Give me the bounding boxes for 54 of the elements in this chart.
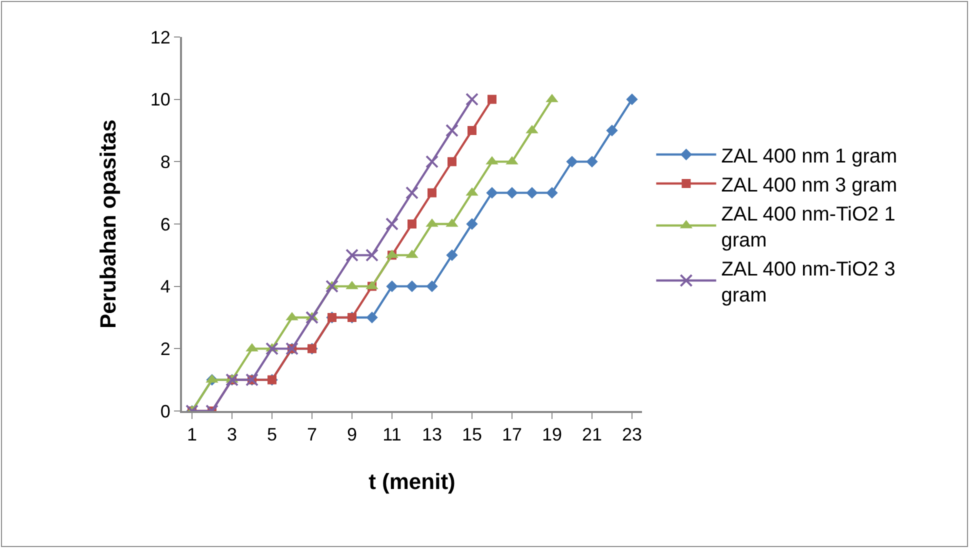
y-tick-label: 0: [160, 401, 170, 422]
x-tick-label: 19: [542, 424, 562, 445]
x-tick-label: 13: [422, 424, 442, 445]
x-tick-label: 23: [622, 424, 642, 445]
point: [446, 124, 458, 137]
point: [426, 155, 438, 168]
legend-label: ZAL 400 nm-TiO2 3 gram: [721, 258, 896, 306]
legend-label: ZAL 400 nm 1 gram: [721, 145, 898, 168]
y-tick-label: 12: [150, 27, 170, 48]
point: [306, 311, 318, 324]
point: [406, 280, 418, 292]
point: [406, 186, 418, 200]
point: [366, 248, 378, 262]
point: [488, 94, 496, 104]
x-tick-label: 5: [266, 424, 278, 445]
x-tick-label: 21: [582, 424, 602, 445]
point: [466, 92, 478, 106]
point: [446, 249, 458, 262]
y-tick-label: 8: [160, 152, 170, 172]
point: [428, 188, 436, 198]
x-axis-title: t (menit): [368, 469, 456, 494]
point: [426, 280, 438, 292]
point: [626, 93, 638, 106]
y-tick-label: 10: [150, 90, 170, 110]
point: [566, 156, 578, 168]
point: [326, 280, 338, 293]
legend-label: ZAL 400 nm 3 gram: [721, 174, 898, 196]
x-tick-label: 17: [502, 424, 522, 445]
point: [606, 124, 618, 136]
point: [506, 186, 518, 199]
point: [526, 186, 538, 199]
point: [546, 186, 558, 199]
point: [466, 218, 478, 230]
y-tick-label: 6: [160, 214, 170, 234]
x-tick-label: 3: [226, 424, 238, 445]
point: [366, 312, 378, 324]
point: [486, 186, 498, 199]
x-tick-label: 15: [462, 424, 482, 445]
x-tick-label: 9: [346, 424, 358, 445]
x-tick-label: 11: [382, 424, 402, 445]
point: [408, 220, 416, 228]
point: [386, 218, 398, 230]
x-tick-label: 1: [186, 424, 198, 445]
y-tick-label: 4: [160, 276, 170, 297]
point: [468, 126, 476, 135]
point: [586, 156, 598, 168]
legend-label: ZAL 400 nm-TiO2 1 gram: [721, 203, 896, 252]
point: [386, 280, 398, 292]
point: [346, 248, 358, 262]
x-tick-label: 7: [306, 424, 318, 445]
y-tick-label: 2: [160, 338, 170, 359]
point: [448, 157, 456, 166]
y-axis-title: Perubahan opasitas: [96, 119, 121, 329]
point: [266, 342, 278, 356]
